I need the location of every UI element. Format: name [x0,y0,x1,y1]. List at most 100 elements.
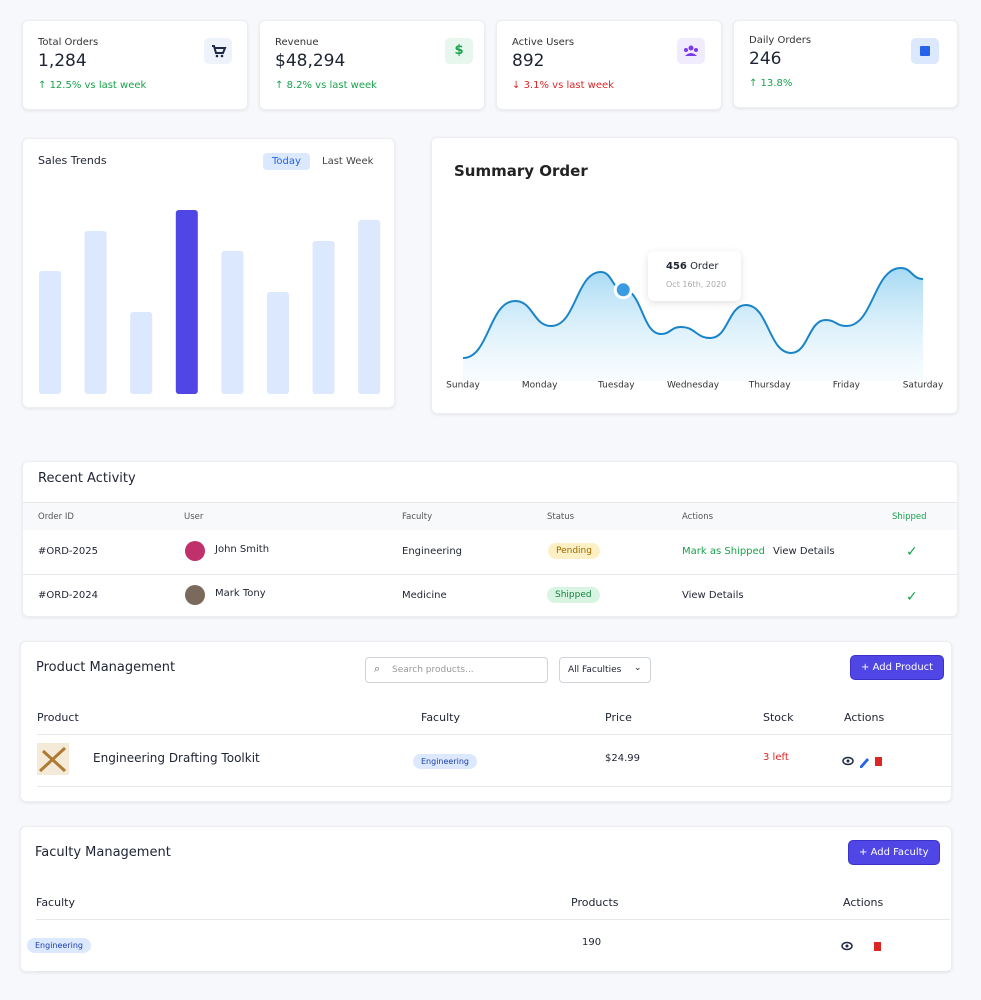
avatar [185,585,205,605]
x-tick-label: Sunday [446,381,480,391]
divider [37,786,951,787]
column-header: Product [37,711,79,724]
product-management: Product Management ⌕ Search products... … [20,641,952,802]
highlight-point [613,280,633,300]
column-header: Order ID [38,512,74,522]
faculty-pill: Engineering [413,754,477,769]
recent-activity: Recent Activity Order ID User Faculty St… [22,461,958,617]
action[interactable]: View Details [682,590,744,601]
stat-change: ↑ 13.8% [749,78,793,89]
tab[interactable]: Today [263,153,310,170]
column-header: Products [571,896,619,909]
add-button[interactable]: + Add Faculty [848,840,940,865]
stock: 3 left [763,752,789,763]
order-id: #ORD-2025 [38,546,98,557]
check: ✓ [906,589,918,605]
card-title: Summary Order [454,162,588,180]
divider [36,919,950,920]
arrow: ↓ [512,80,524,91]
icon [677,38,705,64]
bar-chart [39,210,381,394]
status: Shipped [547,587,600,603]
price: $24.99 [605,753,640,764]
x-tick-label: Thursday [748,381,792,391]
add-button[interactable]: + Add Product [850,655,945,680]
faculty-pill: Engineering [27,938,91,953]
icon: $ [445,38,473,64]
faculty: Medicine [402,590,447,601]
row-actions[interactable] [841,939,889,953]
action[interactable]: View Details [773,546,835,557]
change: 8.2% vs last week [286,80,377,91]
bar [358,220,381,394]
check: ✓ [906,544,918,560]
product-image [37,743,69,775]
stat-card: Total Orders 1,284 ↑ 12.5% vs last week [22,20,248,110]
card-title: Sales Trends [38,154,107,167]
caret: ⌄ [634,663,642,673]
stat-label: Revenue [275,37,319,48]
column-header: Faculty [421,711,460,724]
card-title: Faculty Management [35,845,171,860]
column-header: Faculty [36,896,75,909]
column-header: Status [547,512,575,522]
sales-card: Sales Trends Today Last Week [22,138,395,408]
filter[interactable]: All Faculties ⌄ [559,657,651,683]
x-tick-label: Tuesday [597,381,635,391]
x-tick-label: Saturday [903,381,944,391]
bar [130,312,153,394]
status: Pending [548,543,600,559]
divider [36,971,950,972]
row-actions[interactable] [842,754,890,768]
stat-label: Total Orders [38,37,99,48]
stat-card: Active Users 892 ↓ 3.1% vs last week [496,20,722,110]
stat-value: 1,284 [38,51,87,71]
row-divider [23,574,957,575]
bar [39,271,61,394]
search-icon: ⌕ [374,662,381,675]
column-header: Actions [682,512,714,522]
change: 12.5% vs last week [49,80,147,91]
column-header: Actions [844,711,885,724]
filter-label: All Faculties [568,665,622,675]
placeholder: Search products... [392,665,474,675]
card-title: Product Management [36,660,176,675]
column-header: Stock [763,711,794,724]
stat-change: ↑ 8.2% vs last week [275,80,377,91]
column-header: User [184,512,204,522]
divider [37,734,951,735]
change: 3.1% vs last week [523,80,614,91]
bar [312,241,335,394]
order-id: #ORD-2024 [38,590,98,601]
bar [84,231,107,394]
user: John Smith [215,544,270,555]
tooltip-label: Order [690,261,719,272]
tooltip-date: Oct 16th, 2020 [666,280,727,289]
summary-card: Summary Order Sunday Monday Tuesday Wednesd… [431,137,958,414]
product-name: Engineering Drafting Toolkit [93,751,260,765]
line [462,266,924,359]
header-row [23,502,957,530]
stat-value: 892 [512,51,545,71]
column-header: Price [605,711,632,724]
action[interactable]: Mark as Shipped [682,546,766,557]
stat-change: ↑ 12.5% vs last week [38,80,146,91]
stat-card: Daily Orders 246 ↑ 13.8% [733,20,958,108]
stat-label: Active Users [512,37,575,48]
user: Mark Tony [215,588,266,599]
bar [175,210,198,394]
x-tick-label: Monday [522,381,558,391]
stat-value: 246 [749,49,782,69]
line-chart: Sunday Monday Tuesday Wednesday Thursday Frid… [446,266,944,391]
search-box[interactable]: ⌕ Search products... [365,657,548,683]
tab[interactable]: Last Week [322,156,374,167]
product-count: 190 [582,937,602,948]
column-header: Shipped [892,512,927,522]
faculty-management: Faculty Management + Add Faculty Faculty… [20,826,952,972]
stat-card: Revenue $48,294 ↑ 8.2% vs last week $ [259,20,485,110]
stat-change: ↓ 3.1% vs last week [512,80,614,91]
x-tick-label: Friday [833,381,861,391]
tooltip-value: 456 [666,261,687,272]
card-title: Recent Activity [38,471,136,486]
